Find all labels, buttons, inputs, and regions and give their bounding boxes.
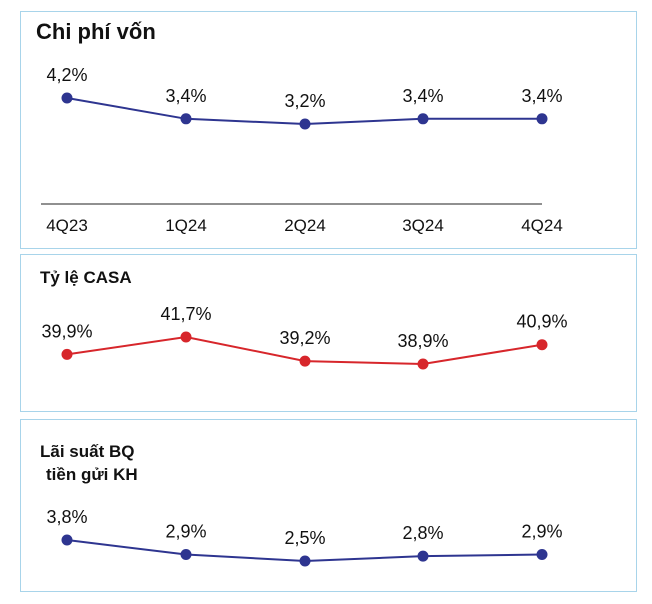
data-label: 39,9% bbox=[41, 321, 92, 341]
casa-ratio-chart: 39,9% 41,7% 39,2% 38,9% 40,9% bbox=[41, 304, 568, 370]
data-label: 2,9% bbox=[521, 522, 562, 542]
data-point bbox=[417, 358, 429, 370]
data-point bbox=[180, 331, 192, 343]
data-point bbox=[61, 92, 73, 104]
data-label: 3,4% bbox=[521, 86, 562, 106]
data-point bbox=[61, 534, 73, 546]
x-tick-label: 2Q24 bbox=[284, 216, 326, 235]
casa-ratio-panel: 39,9% 41,7% 39,2% 38,9% 40,9% Tỷ lệ CASA bbox=[20, 254, 637, 412]
data-label: 2,5% bbox=[284, 528, 325, 548]
x-tick-label: 4Q24 bbox=[521, 216, 563, 235]
data-point bbox=[417, 550, 429, 562]
data-point bbox=[299, 555, 311, 567]
data-label: 3,4% bbox=[165, 86, 206, 106]
data-label: 38,9% bbox=[397, 331, 448, 351]
data-point bbox=[536, 339, 548, 351]
data-point bbox=[180, 113, 192, 125]
data-point bbox=[417, 113, 429, 125]
cost-of-funds-title: Chi phí vốn bbox=[36, 19, 156, 44]
data-label: 41,7% bbox=[160, 304, 211, 324]
cost-of-funds-panel: 4Q23 1Q24 2Q24 3Q24 4Q24 4,2% 3,4% 3,2% 3,4% 3,4%… bbox=[20, 11, 637, 249]
data-label: 3,4% bbox=[402, 86, 443, 106]
data-label: 3,8% bbox=[46, 507, 87, 527]
casa-ratio-title: Tỷ lệ CASA bbox=[40, 268, 132, 287]
cost-of-funds-chart: 4Q23 1Q24 2Q24 3Q24 4Q24 4,2% 3,4% 3,2% 3,4% 3,4% bbox=[41, 65, 563, 235]
data-point bbox=[61, 348, 73, 360]
deposit-rate-panel: 3,8% 2,9% 2,5% 2,8% 2,9% Lãi suất BQ tiền gử… bbox=[20, 419, 637, 592]
deposit-rate-title: Lãi suất BQ tiền gửi KH bbox=[40, 440, 138, 486]
deposit-rate-title-line-2: tiền gửi KH bbox=[46, 465, 138, 484]
data-label: 39,2% bbox=[279, 328, 330, 348]
data-point bbox=[536, 549, 548, 561]
x-tick-label: 4Q23 bbox=[46, 216, 88, 235]
deposit-rate-chart: 3,8% 2,9% 2,5% 2,8% 2,9% bbox=[46, 507, 563, 567]
x-tick-label: 3Q24 bbox=[402, 216, 444, 235]
data-label: 2,8% bbox=[402, 523, 443, 543]
data-point bbox=[299, 118, 311, 130]
data-point bbox=[180, 549, 192, 561]
data-point bbox=[536, 113, 548, 125]
data-label: 4,2% bbox=[46, 65, 87, 85]
x-tick-label: 1Q24 bbox=[165, 216, 207, 235]
data-label: 3,2% bbox=[284, 91, 325, 111]
data-point bbox=[299, 355, 311, 367]
data-label: 40,9% bbox=[516, 312, 567, 332]
deposit-rate-title-line-1: Lãi suất BQ bbox=[40, 442, 135, 461]
data-label: 2,9% bbox=[165, 522, 206, 542]
